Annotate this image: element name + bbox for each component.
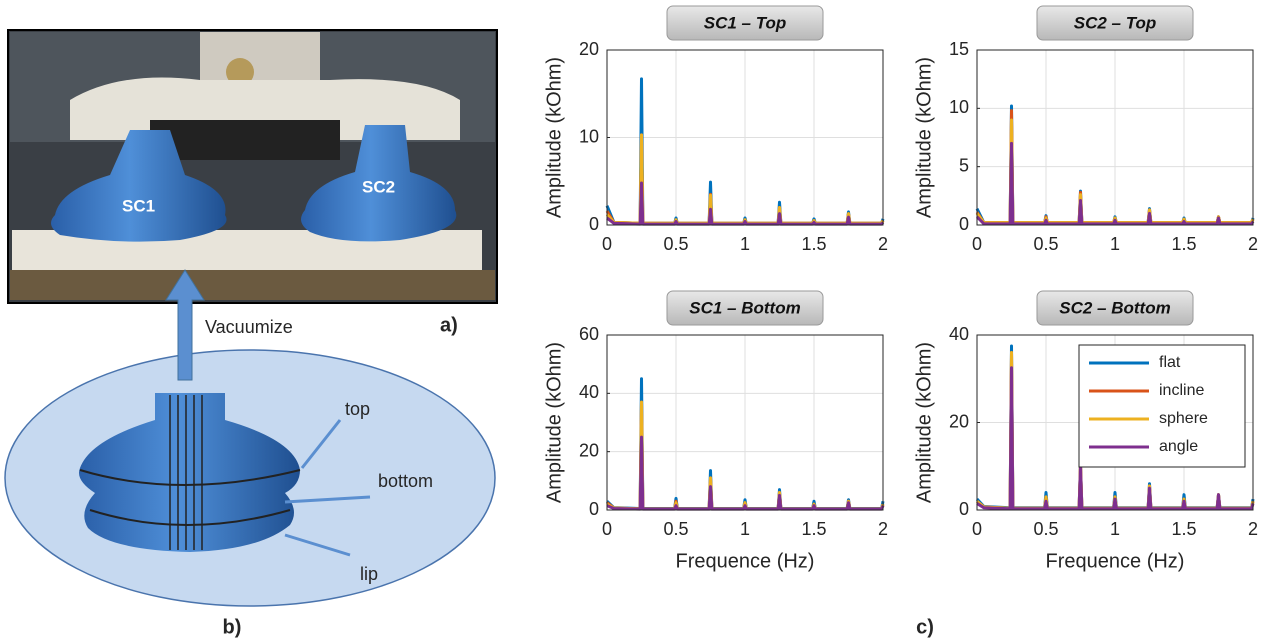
chart-title: SC2 – Bottom <box>1059 298 1170 317</box>
x-tick-label: 1 <box>740 519 750 539</box>
title-box <box>1036 290 1194 326</box>
y-axis-label: Amplitude (kOhm) <box>543 342 565 503</box>
x-tick-label: 1.5 <box>1171 234 1196 254</box>
legend-label: incline <box>1159 382 1204 399</box>
x-tick-label: 2 <box>878 519 888 539</box>
panel-label: c) <box>916 616 934 638</box>
part-label: bottom <box>378 471 433 491</box>
y-tick-label: 0 <box>959 214 969 234</box>
y-tick-label: 0 <box>959 499 969 519</box>
y-tick-label: 20 <box>949 411 969 431</box>
title-box <box>666 5 824 41</box>
part-label: top <box>345 399 370 419</box>
y-axis-label: Amplitude (kOhm) <box>913 57 935 218</box>
x-tick-label: 0.5 <box>663 234 688 254</box>
photo: SC1 SC2 <box>7 29 498 304</box>
legend-label: angle <box>1159 438 1198 455</box>
title-box <box>666 290 824 326</box>
x-tick-label: 1 <box>740 234 750 254</box>
y-tick-label: 0 <box>589 214 599 234</box>
legend-label: flat <box>1159 354 1181 371</box>
panel-label: a) <box>440 314 458 336</box>
x-tick-label: 1 <box>1110 234 1120 254</box>
plot-frame <box>606 49 884 226</box>
arrow-label: Vacuumize <box>205 317 293 337</box>
pointer-lines <box>284 419 371 557</box>
y-tick-label: 5 <box>959 155 969 175</box>
x-tick-label: 1.5 <box>801 519 826 539</box>
x-tick-label: 1 <box>1110 519 1120 539</box>
chart-title: SC1 – Bottom <box>689 298 800 317</box>
plot-frame <box>976 49 1254 226</box>
x-tick-label: 0.5 <box>663 519 688 539</box>
cup-drawing <box>79 393 301 552</box>
series-line <box>606 435 885 511</box>
series-line <box>976 366 1255 511</box>
panel-label: b) <box>223 616 242 638</box>
x-tick-label: 0 <box>602 234 612 254</box>
plot-frame <box>976 334 1254 511</box>
x-tick-label: 2 <box>1248 234 1258 254</box>
series-line <box>975 141 1255 226</box>
arrow <box>165 269 205 381</box>
plot-frame <box>606 334 884 511</box>
y-tick-label: 60 <box>579 324 599 344</box>
x-tick-label: 2 <box>878 234 888 254</box>
y-axis-label: Amplitude (kOhm) <box>913 342 935 503</box>
part-label: lip <box>360 564 378 584</box>
x-tick-label: 0.5 <box>1033 519 1058 539</box>
y-tick-label: 0 <box>589 499 599 519</box>
y-tick-label: 20 <box>579 39 599 59</box>
x-axis-label: Frequence (Hz) <box>1046 550 1185 572</box>
chart-title: SC2 – Top <box>1074 13 1157 32</box>
chart-title: SC1 – Top <box>704 13 787 32</box>
cup-label: SC1 <box>122 196 155 215</box>
y-tick-label: 20 <box>579 440 599 460</box>
x-tick-label: 0 <box>972 519 982 539</box>
y-tick-label: 15 <box>949 39 969 59</box>
title-box <box>1036 5 1194 41</box>
y-tick-label: 10 <box>949 97 969 117</box>
x-axis-label: Frequence (Hz) <box>676 550 815 572</box>
legend-label: sphere <box>1159 410 1208 427</box>
y-tick-label: 40 <box>949 324 969 344</box>
y-tick-label: 40 <box>579 382 599 402</box>
x-tick-label: 0 <box>972 234 982 254</box>
y-tick-label: 10 <box>579 126 599 146</box>
x-tick-label: 0.5 <box>1033 234 1058 254</box>
series-line <box>606 181 885 226</box>
x-tick-label: 1.5 <box>801 234 826 254</box>
x-tick-label: 0 <box>602 519 612 539</box>
x-tick-label: 1.5 <box>1171 519 1196 539</box>
cup-label: SC2 <box>362 177 395 196</box>
y-axis-label: Amplitude (kOhm) <box>543 57 565 218</box>
x-tick-label: 2 <box>1248 519 1258 539</box>
